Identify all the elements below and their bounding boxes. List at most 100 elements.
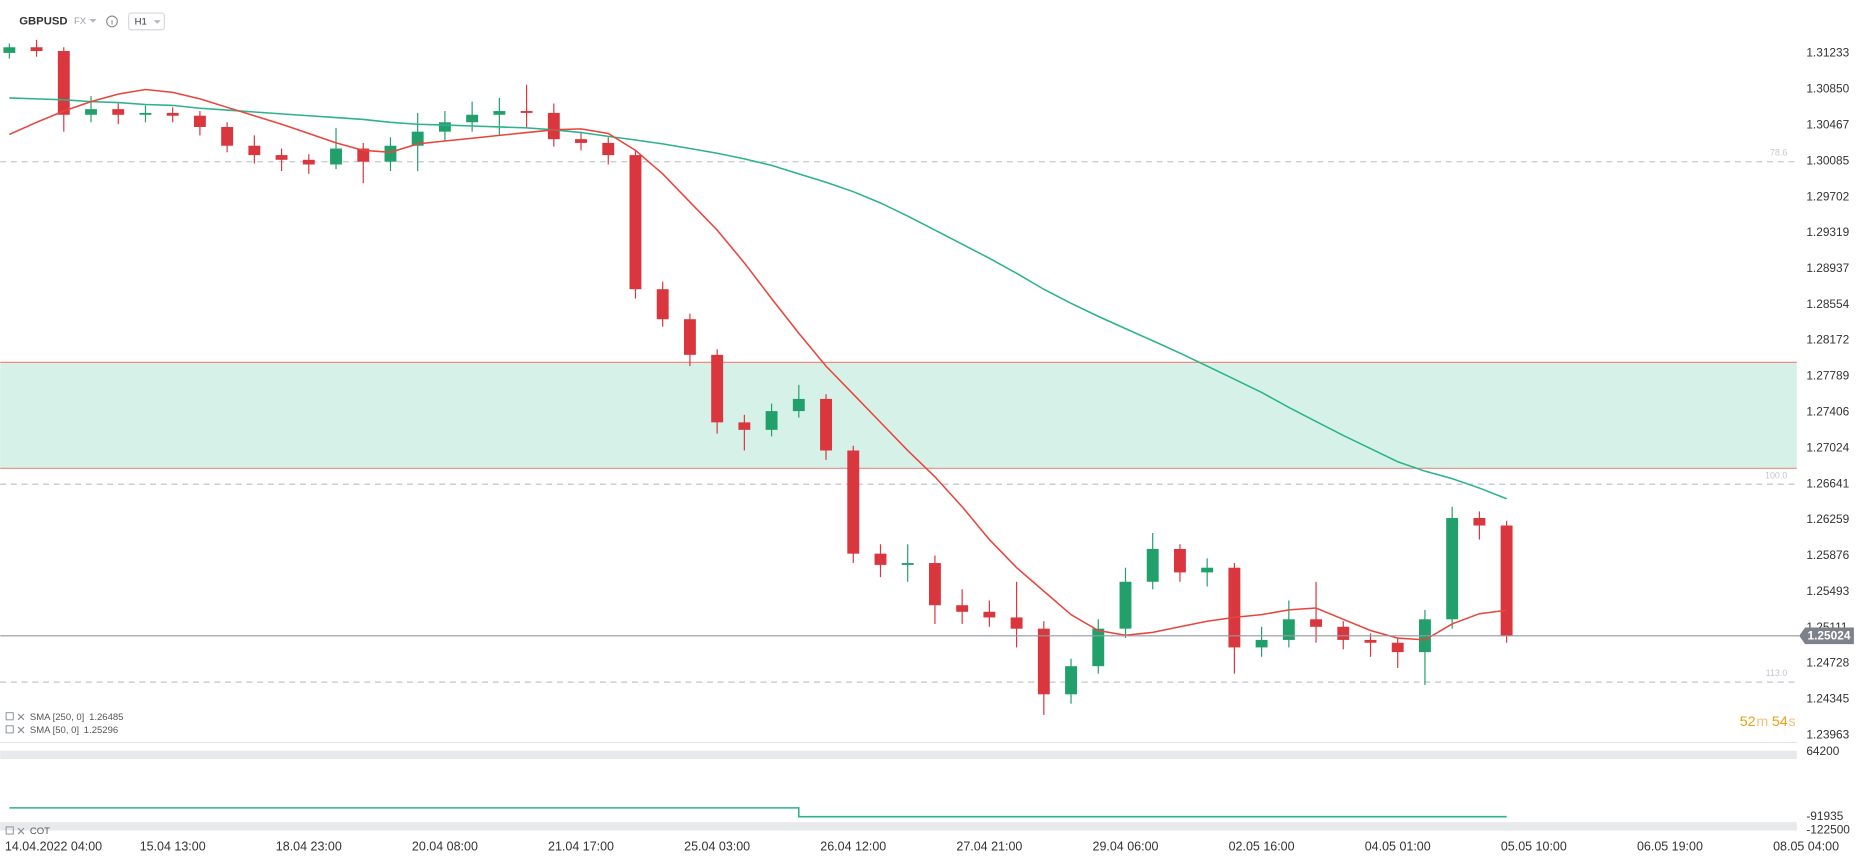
panel-separator: [0, 750, 1797, 760]
x-tick-label: 02.05 16:00: [1229, 839, 1295, 853]
candle-body: [1092, 628, 1105, 667]
candle-body: [1173, 548, 1186, 573]
countdown-unit: m: [1756, 714, 1768, 730]
y-tick-label: 1.25493: [1806, 584, 1849, 598]
plot-layer: 78.6 100.0 113.0: [0, 39, 1797, 818]
candle-body: [683, 319, 696, 355]
x-tick-label: 27.04 21:00: [956, 839, 1022, 853]
interval-box[interactable]: [128, 12, 165, 31]
legend-close[interactable]: [17, 827, 25, 835]
price-label-box: [1799, 627, 1854, 645]
x-tick-label: 14.04.2022 04:00: [5, 839, 102, 853]
y-tick-label: 1.29702: [1806, 189, 1849, 203]
candle-body: [139, 112, 152, 115]
legend-entry: SMA [250, 0] 1.26485: [5, 712, 123, 723]
x-tick-label: 15.04 13:00: [140, 839, 206, 853]
y-tick-label: 1.30085: [1806, 153, 1849, 167]
y2-value-label: -91935: [1806, 809, 1843, 823]
candle-body: [874, 553, 887, 565]
candle-body: [166, 112, 179, 116]
y-tick-label: 1.26641: [1806, 476, 1849, 490]
legend-name: SMA [50, 0]: [30, 725, 79, 736]
legend-value: 1.25296: [84, 725, 118, 736]
series-line: [9, 807, 1507, 818]
level-label: 113.0: [1766, 668, 1788, 678]
candle-body: [765, 411, 778, 430]
y-tick-label: 1.30850: [1806, 82, 1849, 96]
candle-body: [1391, 642, 1404, 653]
candle-body: [656, 289, 669, 320]
candle-body: [1201, 567, 1214, 573]
candle-body: [928, 563, 941, 606]
legend-entry: COT: [5, 826, 50, 837]
y-tick-label: 1.24728: [1806, 656, 1849, 670]
candle-body: [520, 111, 533, 113]
candle-body: [411, 131, 424, 146]
candle-body: [575, 139, 587, 143]
candle-body: [738, 422, 751, 430]
candle-body: [1282, 619, 1295, 640]
level-label: 78.6: [1770, 148, 1787, 158]
x-tick-label: 06.05 19:00: [1637, 839, 1703, 853]
candle-body: [438, 122, 451, 132]
interval: H1: [135, 17, 147, 28]
candle-body: [85, 109, 97, 115]
candle-body: [983, 611, 996, 618]
countdown-minutes: 52: [1740, 714, 1756, 730]
candle-body: [547, 112, 560, 140]
legend-entry: SMA [50, 0] 1.25296: [5, 725, 118, 736]
x-tick-label: 05.05 10:00: [1501, 839, 1567, 853]
candle-body: [1065, 666, 1077, 695]
x-tick-label: 29.04 06:00: [1093, 839, 1159, 853]
candle-body: [1010, 617, 1023, 629]
price-label: 1.25024: [1808, 629, 1851, 643]
candle-body: [330, 148, 342, 165]
candle-body: [57, 51, 70, 115]
info-icon[interactable]: [106, 15, 118, 28]
legend-icon: [5, 712, 14, 721]
y-tick-label: 1.28937: [1806, 261, 1849, 275]
candle-body: [602, 142, 615, 156]
candle-body: [112, 109, 125, 115]
legend-close[interactable]: [17, 726, 25, 734]
candle-body: [1146, 548, 1159, 582]
caret[interactable]: [89, 19, 97, 23]
y2-tick-label: 64200: [1806, 744, 1839, 758]
market: FX: [74, 16, 87, 27]
y-tick-label: 1.27789: [1806, 369, 1849, 383]
y2-tick-label: -122500: [1806, 823, 1850, 837]
candle-body: [302, 159, 315, 165]
series-line: [9, 97, 1507, 500]
countdown-seconds: 54: [1772, 714, 1788, 730]
candle-body: [221, 126, 234, 146]
candle-body: [1473, 518, 1486, 526]
candle-body: [248, 145, 261, 156]
candle-body: [1446, 518, 1459, 620]
y-tick-label: 1.28554: [1806, 297, 1849, 311]
candle-body: [466, 114, 479, 123]
y-tick-label: 1.23963: [1806, 727, 1849, 741]
y-tick-label: 1.27406: [1806, 405, 1849, 419]
legend-name: SMA [250, 0]: [30, 712, 84, 723]
candle-body: [1337, 626, 1350, 640]
candle-body: [193, 115, 206, 127]
y-tick-label: 1.27024: [1806, 440, 1849, 454]
candle-body: [1119, 581, 1132, 629]
x-tick-label: 08.05 04:00: [1773, 839, 1839, 853]
candle-body: [1310, 619, 1323, 627]
candle-body: [629, 155, 642, 290]
y-tick-label: 1.25876: [1806, 548, 1849, 562]
legend-close[interactable]: [17, 713, 25, 721]
y-tick-label: 1.30467: [1806, 118, 1849, 132]
candle-body: [820, 398, 832, 451]
legend-icon: [5, 725, 14, 734]
zone: [0, 362, 1797, 469]
series-line: [9, 88, 1507, 641]
candle-body: [792, 398, 805, 412]
x-tick-label: 26.04 12:00: [820, 839, 886, 853]
candle-body: [1500, 525, 1513, 636]
symbol[interactable]: GBPUSD: [19, 15, 67, 27]
legend-value: 1.26485: [89, 712, 123, 723]
